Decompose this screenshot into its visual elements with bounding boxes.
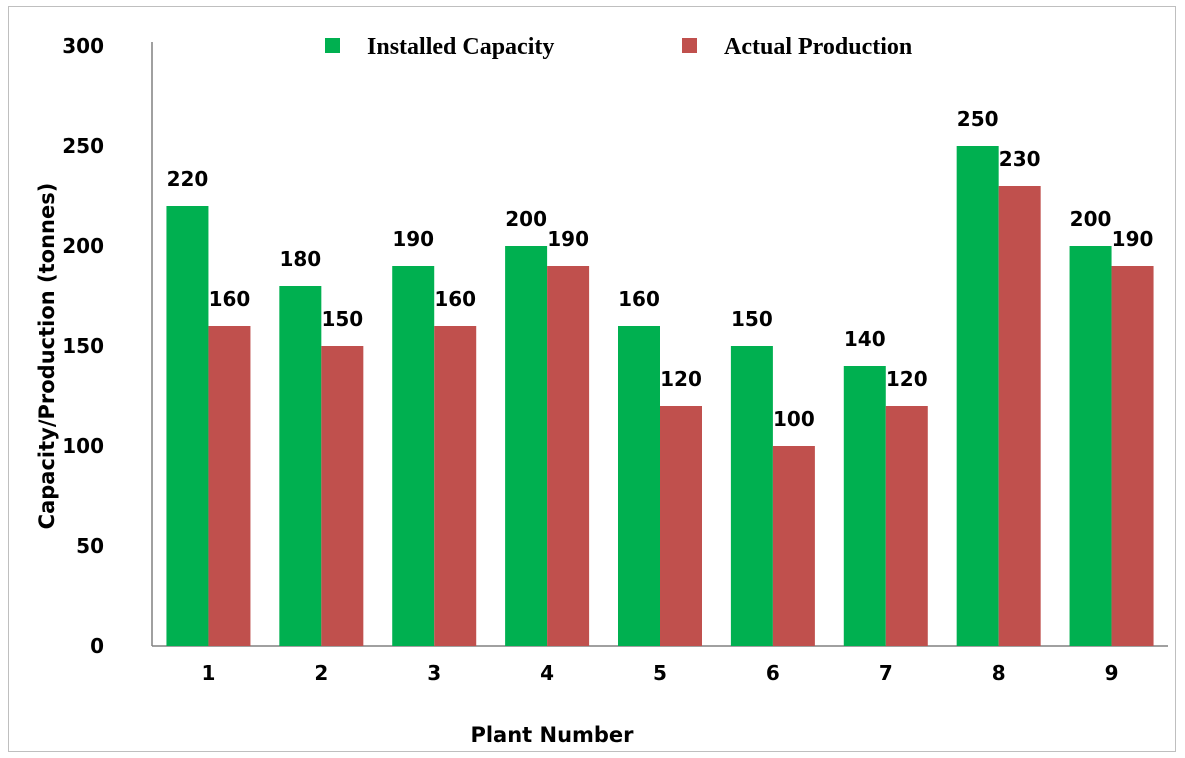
bar-installed-capacity — [505, 246, 548, 646]
legend-label: Actual Production — [724, 34, 912, 60]
data-label: 250 — [957, 107, 999, 131]
data-label: 120 — [660, 367, 702, 391]
x-axis-title: Plant Number — [470, 723, 634, 747]
x-tick-label: 1 — [201, 661, 215, 685]
data-label: 160 — [209, 287, 251, 311]
bar-installed-capacity — [279, 286, 322, 646]
bar-actual-production — [660, 406, 702, 646]
legend-swatch — [325, 38, 340, 53]
bar-actual-production — [208, 326, 251, 646]
bar-actual-production — [772, 446, 815, 646]
x-tick-label: 5 — [653, 661, 667, 685]
legend-swatch — [682, 38, 697, 53]
data-label: 230 — [999, 147, 1041, 171]
bar-actual-production — [547, 266, 590, 646]
bar-actual-production — [1111, 266, 1154, 646]
data-label: 200 — [505, 207, 547, 231]
x-tick-label: 2 — [314, 661, 328, 685]
x-tick-label: 8 — [992, 661, 1006, 685]
bar-installed-capacity — [618, 326, 660, 646]
legend-label: Installed Capacity — [367, 34, 554, 60]
legend: Installed Capacity Actual Production — [325, 34, 912, 60]
data-label: 150 — [731, 307, 773, 331]
y-tick-label: 0 — [90, 634, 104, 658]
y-axis-title: Capacity/Production (tonnes) — [35, 183, 59, 530]
data-label: 200 — [1070, 207, 1112, 231]
data-labels: 2201801902001601501402502001601501601901… — [167, 107, 1154, 431]
y-tick-label: 250 — [62, 134, 104, 158]
bar-actual-production — [434, 326, 477, 646]
y-tick-label: 150 — [62, 334, 104, 358]
x-tick-label: 7 — [879, 661, 893, 685]
data-label: 190 — [1112, 227, 1154, 251]
bar-actual-production — [998, 186, 1041, 646]
data-label: 190 — [547, 227, 589, 251]
data-label: 220 — [167, 167, 209, 191]
data-label: 160 — [434, 287, 476, 311]
y-tick-label: 200 — [62, 234, 104, 258]
bar-installed-capacity — [166, 206, 209, 646]
x-tick-label: 6 — [766, 661, 780, 685]
data-label: 100 — [773, 407, 815, 431]
data-label: 190 — [392, 227, 434, 251]
data-label: 120 — [886, 367, 928, 391]
bar-installed-capacity — [1069, 246, 1112, 646]
y-tick-label: 50 — [76, 534, 104, 558]
data-label: 160 — [618, 287, 660, 311]
bar-installed-capacity — [956, 146, 999, 646]
data-label: 180 — [279, 247, 321, 271]
y-tick-label: 300 — [62, 34, 104, 58]
bar-actual-production — [885, 406, 928, 646]
x-tick-label: 9 — [1105, 661, 1119, 685]
data-label: 150 — [321, 307, 363, 331]
bar-installed-capacity — [730, 346, 773, 646]
x-tick-label: 3 — [427, 661, 441, 685]
bar-actual-production — [321, 346, 364, 646]
data-label: 140 — [844, 327, 886, 351]
bars — [166, 146, 1154, 646]
y-tick-label: 100 — [62, 434, 104, 458]
bar-installed-capacity — [843, 366, 886, 646]
x-tick-label: 4 — [540, 661, 554, 685]
bar-installed-capacity — [392, 266, 435, 646]
